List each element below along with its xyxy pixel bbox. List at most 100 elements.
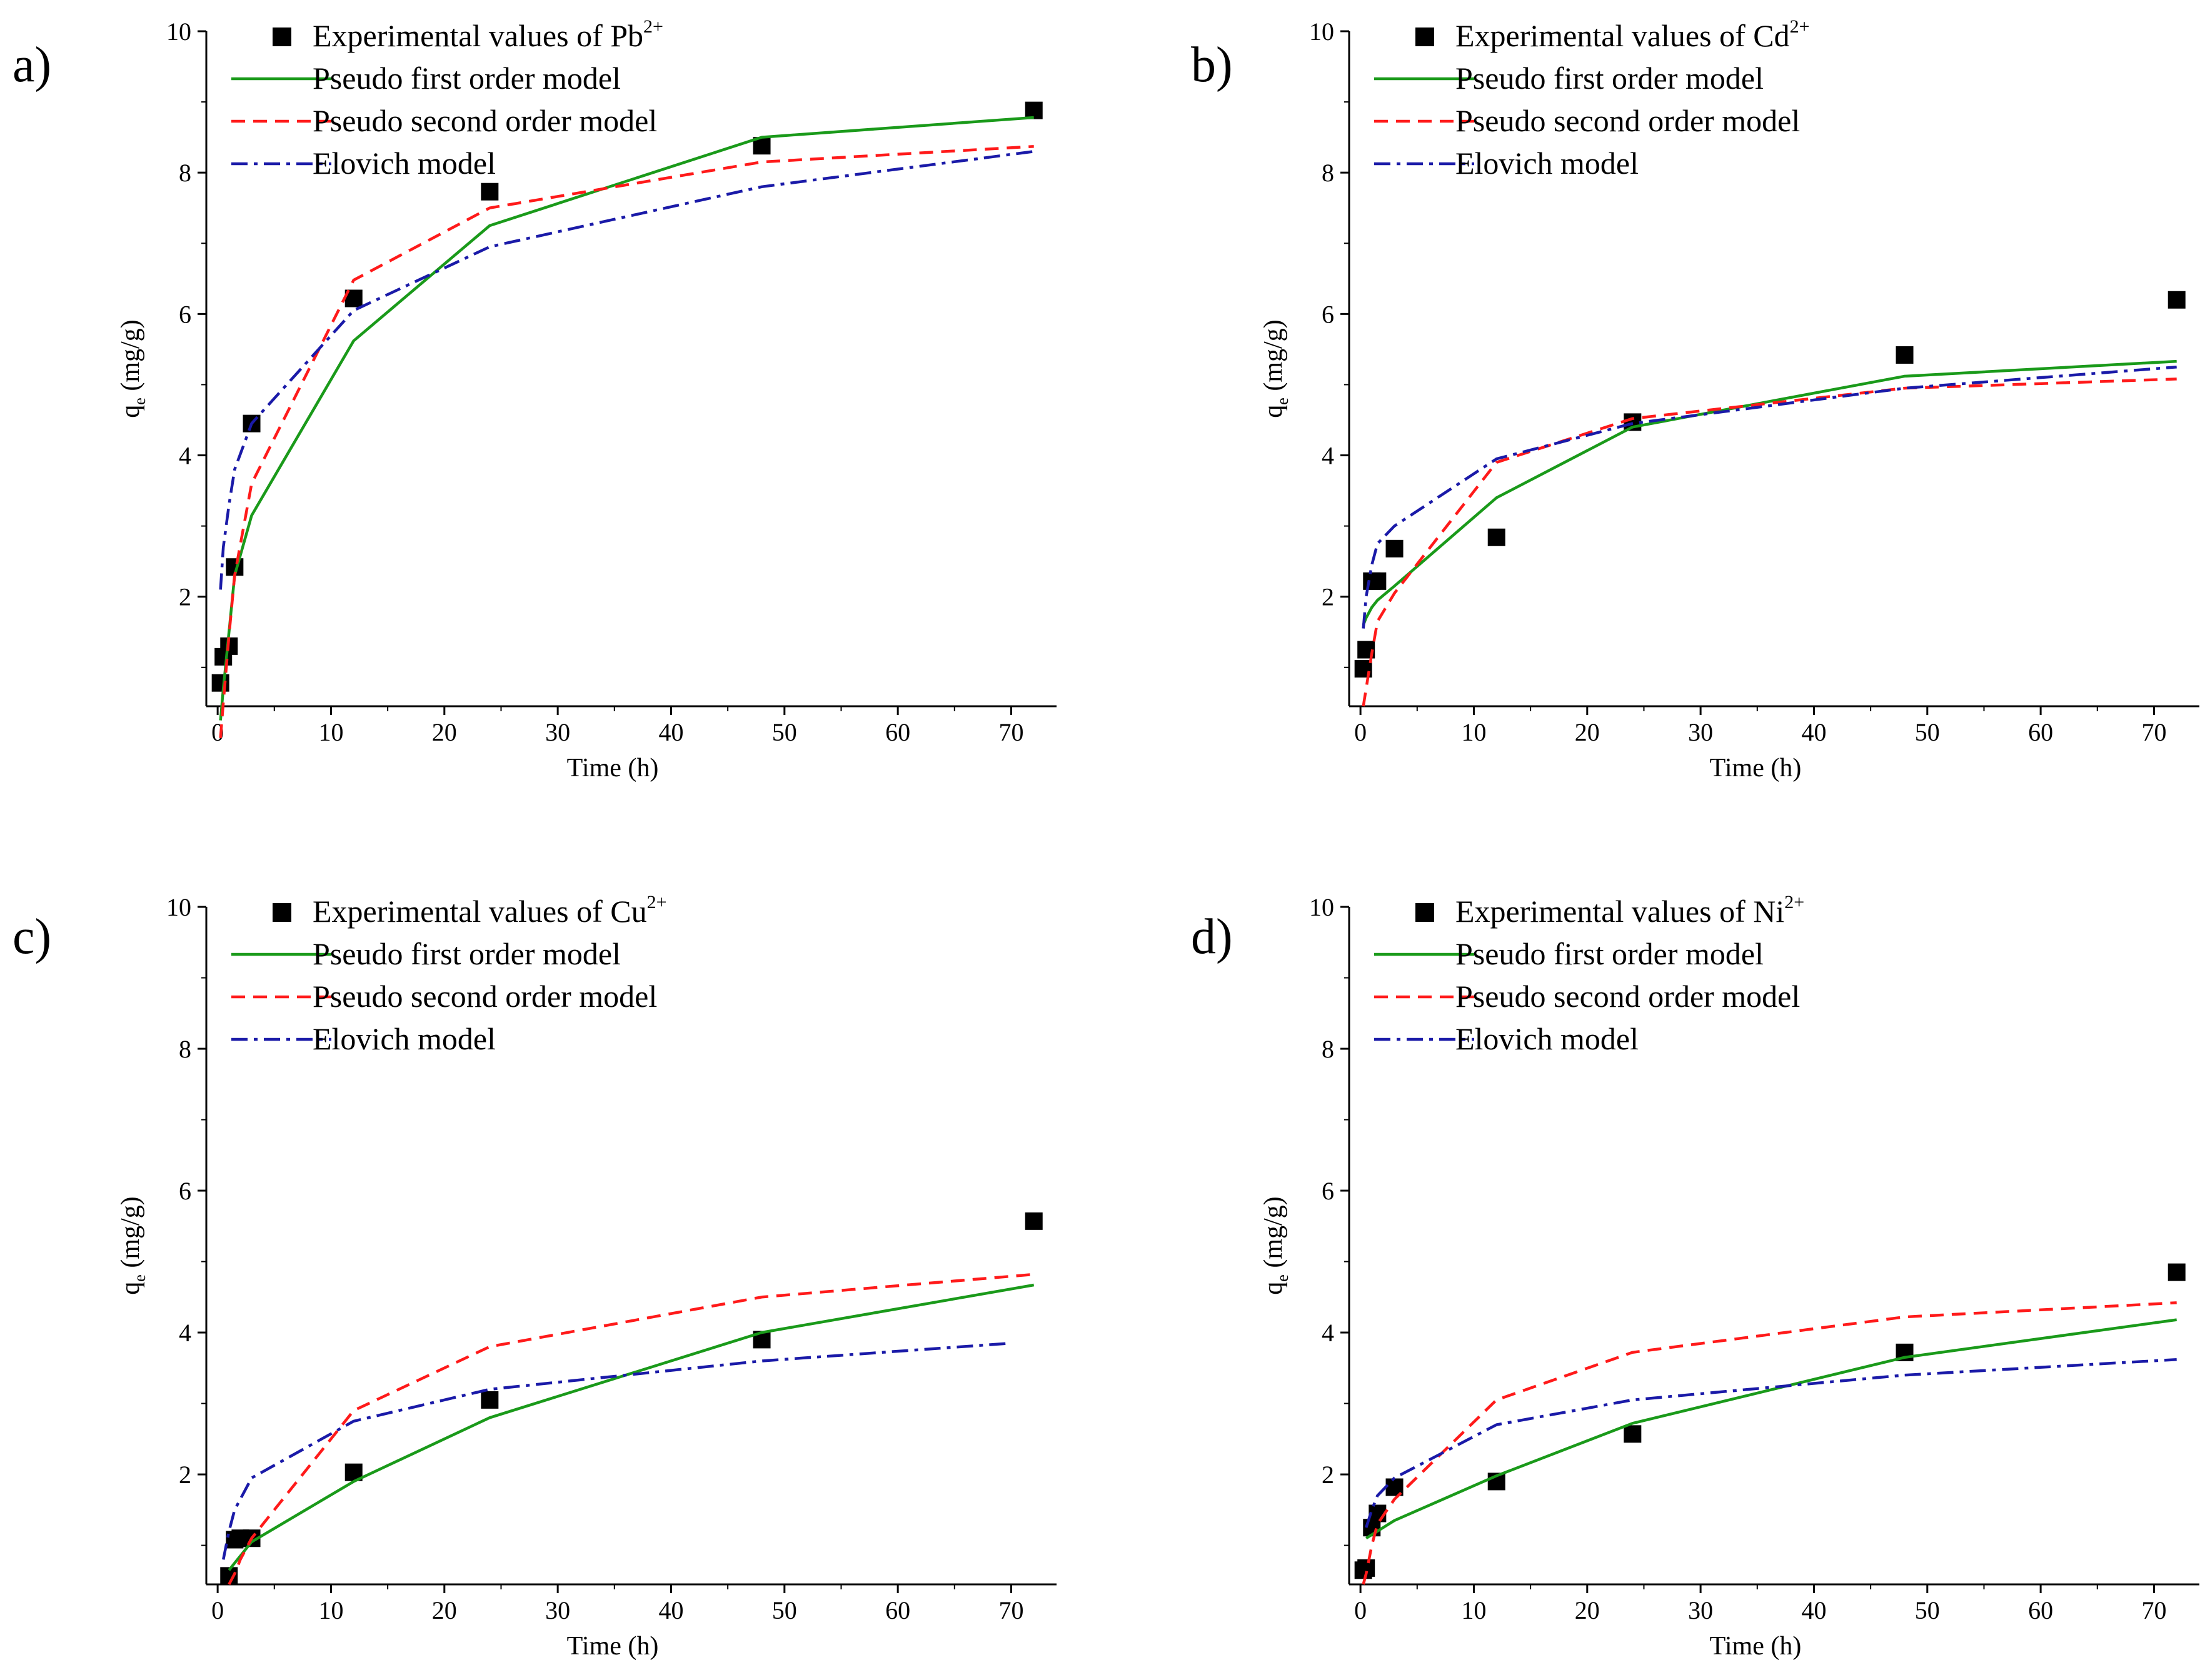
second-order-line [219, 145, 1034, 739]
elovich-line [1365, 1358, 2177, 1528]
x-tick-label: 30 [545, 718, 570, 746]
y-tick-label: 10 [1309, 18, 1334, 46]
legend-first-order: Pseudo first order model [313, 936, 621, 971]
x-tick-label: 40 [1801, 1596, 1826, 1624]
legend-elovich: Elovich model [313, 146, 496, 181]
first-order-line [1362, 359, 2177, 626]
x-tick-label: 30 [1688, 1596, 1713, 1624]
x-tick-label: 10 [1461, 718, 1486, 746]
experimental-point [1025, 1212, 1043, 1230]
x-tick-label: 50 [1915, 1596, 1940, 1624]
y-tick-label: 6 [1322, 1177, 1334, 1205]
y-tick-label: 10 [166, 893, 191, 921]
second-order-line [1362, 378, 2177, 707]
first-order-line [219, 116, 1034, 721]
experimental-point [1025, 101, 1043, 119]
panel-label: b) [1191, 38, 1233, 92]
elovich-line [219, 150, 1034, 590]
x-tick-label: 20 [432, 718, 457, 746]
legend-experimental: Experimental values of Pb2+ [313, 16, 663, 53]
y-tick-label: 6 [1322, 300, 1334, 328]
legend-first-order: Pseudo first order model [1455, 936, 1764, 971]
y-axis-label: qe (mg/g) [116, 1196, 149, 1294]
y-tick-label: 2 [1322, 1461, 1334, 1489]
legend-experimental: Experimental values of Cu2+ [313, 892, 667, 929]
x-tick-label: 20 [432, 1596, 457, 1624]
first-order-line [228, 1283, 1035, 1571]
x-tick-label: 0 [1354, 1596, 1367, 1624]
y-tick-label: 10 [1309, 893, 1334, 921]
experimental-point [1624, 1425, 1642, 1443]
x-tick-label: 40 [658, 1596, 683, 1624]
x-tick-label: 0 [211, 1596, 224, 1624]
experimental-point [1896, 346, 1914, 364]
elovich-line [221, 1341, 1012, 1560]
y-tick-label: 4 [1322, 442, 1334, 470]
experimental-point [1385, 539, 1404, 558]
x-tick-label: 10 [318, 718, 343, 746]
y-tick-label: 4 [179, 1319, 191, 1347]
panel-label: d) [1191, 909, 1233, 964]
legend-second-order: Pseudo second order model [1455, 103, 1800, 138]
x-tick-label: 60 [2028, 1596, 2053, 1624]
legend-second-order: Pseudo second order model [1455, 979, 1800, 1014]
y-tick-label: 8 [179, 1035, 191, 1063]
y-tick-label: 10 [166, 18, 191, 46]
experimental-point [481, 182, 499, 201]
x-axis-label: Time (h) [567, 754, 659, 782]
y-tick-label: 8 [1322, 1035, 1334, 1063]
x-tick-label: 70 [2141, 1596, 2166, 1624]
x-tick-label: 0 [1354, 718, 1367, 746]
y-tick-label: 4 [179, 442, 191, 470]
experimental-point [2167, 291, 2186, 309]
legend-second-order: Pseudo second order model [313, 103, 657, 138]
second-order-line [228, 1272, 1034, 1586]
elovich-line [1362, 365, 2177, 629]
x-tick-label: 50 [1915, 718, 1940, 746]
experimental-point [481, 1391, 499, 1409]
legend-elovich: Elovich model [1455, 1021, 1639, 1056]
chart-panel-c: c) 0 10 20 30 40 50 60 70 2 4 6 8 10 Time (h) qe (mg/g)… [13, 892, 1057, 1661]
experimental-point [1487, 528, 1505, 546]
legend-second-order: Pseudo second order model [313, 979, 657, 1014]
second-order-line [1362, 1301, 2177, 1585]
first-order-line [1365, 1318, 2177, 1540]
y-tick-label: 2 [1322, 583, 1334, 611]
legend-marker-experimental [273, 903, 291, 922]
legend-marker-experimental [273, 28, 291, 46]
x-tick-label: 30 [1688, 718, 1713, 746]
x-tick-label: 40 [1801, 718, 1826, 746]
x-tick-label: 50 [772, 718, 797, 746]
y-tick-label: 2 [179, 583, 191, 611]
x-tick-label: 60 [885, 1596, 910, 1624]
y-tick-label: 2 [179, 1461, 191, 1489]
y-axis-label: qe (mg/g) [116, 319, 149, 418]
x-tick-label: 70 [998, 1596, 1023, 1624]
y-axis-label: qe (mg/g) [1259, 319, 1292, 418]
experimental-point [2167, 1263, 2186, 1281]
x-tick-label: 60 [885, 718, 910, 746]
x-tick-label: 30 [545, 1596, 570, 1624]
x-tick-label: 10 [1461, 1596, 1486, 1624]
y-tick-label: 6 [179, 1177, 191, 1205]
x-tick-label: 10 [318, 1596, 343, 1624]
legend-experimental: Experimental values of Cd2+ [1455, 16, 1810, 53]
experimental-point [1369, 572, 1387, 590]
x-tick-label: 70 [998, 718, 1023, 746]
legend-first-order: Pseudo first order model [1455, 61, 1764, 96]
legend-elovich: Elovich model [313, 1021, 496, 1056]
x-axis-label: Time (h) [1710, 1632, 1802, 1661]
x-tick-label: 40 [658, 718, 683, 746]
x-tick-label: 70 [2141, 718, 2166, 746]
y-axis-label: qe (mg/g) [1259, 1196, 1292, 1294]
chart-panel-d: d) 0 10 20 30 40 50 60 70 2 4 6 8 10 Time (h) qe (mg/g)… [1191, 892, 2199, 1661]
panel-label: c) [13, 909, 51, 964]
y-tick-label: 4 [1322, 1319, 1334, 1347]
y-tick-label: 6 [179, 300, 191, 328]
y-tick-label: 8 [179, 159, 191, 187]
legend-first-order: Pseudo first order model [313, 61, 621, 96]
legend-marker-experimental [1415, 903, 1434, 922]
x-tick-label: 60 [2028, 718, 2053, 746]
